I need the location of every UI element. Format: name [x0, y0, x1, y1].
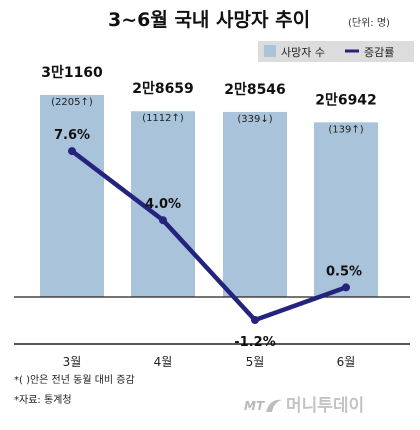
legend-line-label: 증감률: [364, 46, 394, 59]
line-value-label: 7.6%: [54, 128, 90, 143]
note-source: *자료: 통계청: [14, 394, 72, 406]
bar-change-label: (139↑): [328, 124, 363, 135]
logo-mt: MT: [244, 399, 265, 413]
data-labels: 3만1160 (2205↑) 2만8659 (1112↑) 2만8546 (339↓) 2만…: [41, 65, 377, 350]
line-point-2: [159, 216, 167, 225]
chart-unit: (단위: 명): [348, 16, 390, 29]
bar-series: [40, 95, 378, 297]
logo-name: 머니투데이: [286, 396, 364, 416]
x-tick-label: 3월: [63, 355, 82, 369]
line-point-4: [342, 283, 350, 292]
bar-change-label: (339↓): [237, 114, 272, 125]
chart-title: 3~6월 국내 사망자 추이: [108, 9, 310, 31]
line-value-label: -1.2%: [234, 335, 275, 350]
bar-1: [40, 95, 104, 297]
line-value-label: 0.5%: [326, 264, 362, 279]
bar-change-label: (1112↑): [142, 113, 184, 124]
line-point-3: [251, 316, 259, 325]
bar-3: [223, 111, 287, 297]
x-tick-label: 6월: [337, 355, 356, 369]
bar-value-label: 2만6942: [315, 92, 377, 108]
line-value-label: 4.0%: [145, 197, 181, 212]
bar-4: [314, 122, 378, 297]
line-path: [70, 149, 347, 323]
legend-box: [258, 41, 414, 62]
logo-swoosh-icon: [266, 399, 282, 412]
bar-change-label: (2205↑): [51, 97, 93, 108]
legend-bar-swatch: [264, 45, 276, 57]
line-series: [68, 147, 350, 325]
bar-value-label: 3만1160: [41, 65, 103, 81]
line-point-1: [68, 147, 76, 156]
x-tick-label: 4월: [154, 355, 173, 369]
note-comparison: *( )안은 전년 동월 대비 증감: [14, 374, 135, 386]
legend-bar-label: 사망자 수: [281, 46, 325, 59]
bar-value-label: 2만8546: [224, 82, 286, 98]
x-tick-label: 5월: [246, 355, 265, 369]
bar-value-label: 2만8659: [132, 81, 194, 97]
x-axis: 3월 4월 5월 6월: [14, 296, 410, 369]
